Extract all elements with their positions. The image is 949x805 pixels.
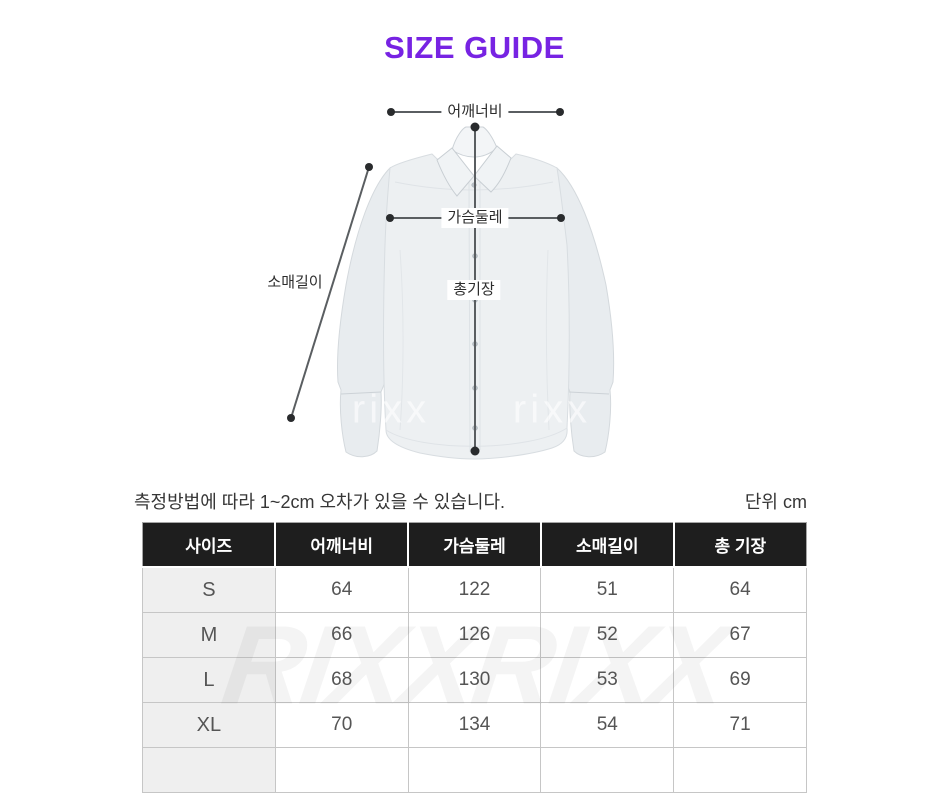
column-header-sleeve: 소매길이 (540, 522, 675, 568)
table-cell: 70 (274, 702, 409, 748)
shirt-collar-left-wing (436, 147, 475, 197)
column-header-shoulder: 어깨너비 (275, 522, 410, 568)
table-cell: 67 (673, 612, 807, 658)
table-row-s: S 64 122 51 64 (142, 566, 807, 613)
table-cell: 53 (540, 657, 675, 703)
table-cell (142, 747, 276, 793)
chest-measure-label: 가슴둘레 (441, 208, 509, 228)
table-cell: 51 (540, 566, 675, 613)
table-note-row: 측정방법에 따라 1~2cm 오차가 있을 수 있습니다. 단위 cm (134, 488, 807, 514)
table-row-m: M 66 126 52 67 (142, 612, 807, 658)
table-cell: M (142, 612, 276, 658)
shirt-left-cuff-seam (340, 391, 382, 395)
table-cell: 134 (407, 702, 542, 748)
page-title: SIZE GUIDE (384, 30, 565, 65)
table-cell: 64 (673, 566, 807, 613)
size-table-header-row: 사이즈 어깨너비 가슴둘레 소매길이 총 기장 (142, 522, 807, 568)
column-header-length: 총 기장 (673, 522, 807, 568)
shirt-left-fold (399, 249, 404, 431)
measurement-dots (287, 108, 565, 456)
sleeve-measure-label: 소매길이 (261, 273, 329, 293)
table-cell: 71 (673, 702, 807, 748)
table-cell: XL (142, 702, 276, 748)
length-measure-label: 총기장 (447, 280, 501, 300)
table-row-l: L 68 130 53 69 (142, 657, 807, 703)
column-header-size: 사이즈 (142, 522, 277, 568)
disclaimer-text: 측정방법에 따라 1~2cm 오차가 있을 수 있습니다. (134, 492, 506, 512)
shirt-diagram-svg (287, 108, 615, 460)
shirt-right-fold (545, 249, 550, 431)
table-cell: 66 (274, 612, 409, 658)
table-cell (274, 747, 409, 793)
table-row-empty (142, 747, 807, 793)
column-header-chest: 가슴둘레 (408, 522, 542, 568)
shoulder-measure-label: 어깨너비 (441, 102, 509, 122)
table-cell: 54 (540, 702, 675, 748)
shirt-measurement-figure: 어깨너비 가슴둘레 총기장 소매길이 rixx rixx (261, 102, 615, 460)
shirt-torso (383, 153, 570, 460)
shirt-right-cuff-seam (568, 391, 610, 395)
sleeve-measure-line (290, 166, 370, 419)
table-cell: S (142, 566, 276, 613)
table-cell: 126 (407, 612, 542, 658)
table-cell: 122 (407, 566, 542, 613)
table-row-xl: XL 70 134 54 71 (142, 702, 807, 748)
table-cell (407, 747, 542, 793)
table-cell (540, 747, 675, 793)
table-cell: 64 (274, 566, 409, 613)
size-table: 사이즈 어깨너비 가슴둘레 소매길이 총 기장 S 64 122 51 64 M… (142, 522, 807, 793)
table-cell: 52 (540, 612, 675, 658)
table-cell: 68 (274, 657, 409, 703)
shirt-collar-right-wing (473, 145, 512, 193)
table-cell: 130 (407, 657, 542, 703)
table-cell (673, 747, 807, 793)
unit-label: 단위 cm (744, 492, 807, 512)
table-cell: L (142, 657, 276, 703)
table-cell: 69 (673, 657, 807, 703)
